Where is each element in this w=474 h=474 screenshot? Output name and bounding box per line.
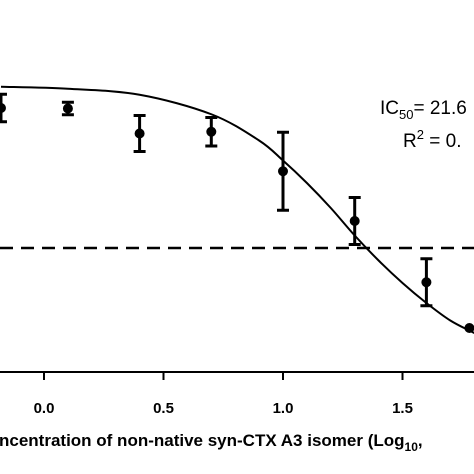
r2-annotation: R2 = 0. bbox=[403, 127, 461, 152]
x-tick-label-1: 0.5 bbox=[153, 400, 174, 417]
data-point-5 bbox=[349, 216, 360, 226]
ic50-subscript: 50 bbox=[399, 107, 413, 122]
x-axis-title-main: ncentration of non-native syn-CTX A3 iso… bbox=[0, 431, 405, 450]
r2-value: = 0. bbox=[424, 131, 462, 152]
data-point-6 bbox=[421, 277, 432, 288]
data-point-7 bbox=[464, 323, 474, 333]
x-tick-label-3: 1.5 bbox=[392, 400, 413, 417]
r2-prefix: R bbox=[403, 131, 417, 152]
x-axis-title: ncentration of non-native syn-CTX A3 iso… bbox=[0, 431, 423, 454]
data-point-1 bbox=[62, 103, 73, 114]
x-axis-title-tail: , bbox=[418, 431, 423, 450]
ic50-annotation: IC50= 21.6 bbox=[380, 98, 467, 122]
data-point-0 bbox=[0, 103, 6, 113]
x-tick-labels: 0.0 0.5 1.0 1.5 bbox=[34, 400, 413, 417]
x-tick-label-0: 0.0 bbox=[34, 400, 55, 417]
data-point-2 bbox=[134, 128, 145, 139]
plot-area bbox=[0, 85, 474, 335]
x-tick-label-2: 1.0 bbox=[273, 400, 294, 417]
fit-curve bbox=[0, 85, 474, 335]
r2-superscript: 2 bbox=[417, 127, 424, 142]
x-axis bbox=[0, 371, 474, 380]
data-point-3 bbox=[206, 126, 217, 137]
data-point-4 bbox=[278, 166, 288, 177]
ic50-prefix: IC bbox=[380, 98, 399, 119]
ic50-value: = 21.6 bbox=[413, 98, 466, 119]
annotations: IC50= 21.6 R2 = 0. bbox=[380, 98, 467, 152]
x-axis-title-subscript: 10 bbox=[405, 440, 419, 454]
